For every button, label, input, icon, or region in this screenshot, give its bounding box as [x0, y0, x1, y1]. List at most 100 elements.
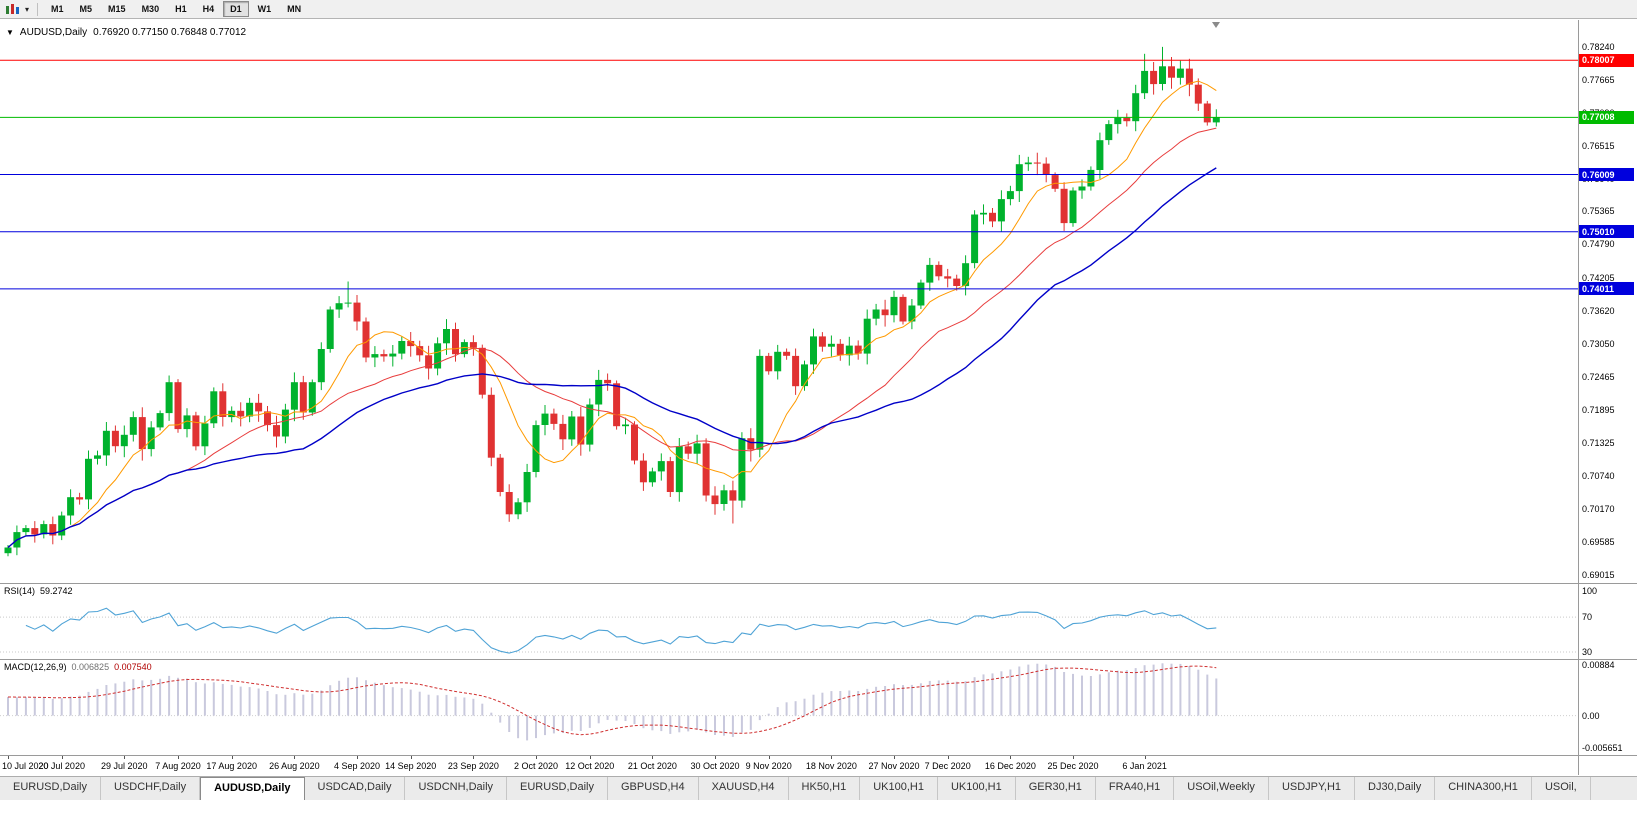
date-tick-label: 21 Oct 2020 [627, 761, 677, 771]
rsi-axis-label: 70 [1582, 612, 1593, 623]
date-tick-label: 26 Aug 2020 [269, 761, 320, 771]
price-tick-label: 0.76515 [1582, 140, 1615, 151]
date-tick [652, 756, 654, 759]
chart-tab-hk50-h1[interactable]: HK50,H1 [789, 777, 861, 800]
chart-shift-marker[interactable] [1212, 22, 1220, 28]
rsi-canvas[interactable] [0, 584, 1578, 658]
chart-tab-usdcnh-daily[interactable]: USDCNH,Daily [405, 777, 508, 800]
date-tick [61, 756, 63, 759]
date-tick-label: 17 Aug 2020 [206, 761, 257, 771]
date-tick-label: 30 Oct 2020 [690, 761, 740, 771]
main-rsi-separator[interactable] [0, 583, 1637, 584]
date-tick [357, 756, 358, 759]
date-tick [231, 756, 233, 759]
chart-tab-usdjpy-h1[interactable]: USDJPY,H1 [1269, 777, 1356, 800]
timeframe-button-m5[interactable]: M5 [79, 4, 93, 14]
symbol-label: AUDUSD,Daily [19, 27, 88, 38]
date-tick-label: 23 Sep 2020 [447, 761, 499, 771]
ohlc-values: 0.76920 0.77150 0.76848 0.77012 [93, 27, 247, 38]
date-tick [294, 756, 296, 759]
timeframe-button-w1[interactable]: W1 [257, 4, 272, 14]
date-tick-label: 18 Nov 2020 [805, 761, 857, 771]
rsi-axis[interactable]: 100 70 30 [1579, 584, 1637, 658]
date-tick-label: 27 Nov 2020 [868, 761, 920, 771]
date-tick [1144, 756, 1146, 759]
chart-tab-usoil-[interactable]: USOil, [1532, 777, 1591, 800]
rsi-axis-label: 30 [1582, 647, 1593, 657]
price-tick-label: 0.73620 [1582, 306, 1615, 317]
date-tick [831, 756, 833, 759]
price-tick-label: 0.74790 [1582, 239, 1615, 250]
symbol-caret-icon[interactable]: ▼ [6, 28, 14, 37]
timeframe-row: M1 M5 M15 M30 H1 H4 D1 W1 MN [43, 1, 309, 17]
timeframe-button-h4[interactable]: H4 [202, 4, 215, 14]
macd-axis[interactable]: 0.00884 0.00 -0.005651 [1579, 660, 1637, 754]
date-tick [178, 756, 179, 759]
date-tick [768, 756, 770, 759]
chart-tab-eurusd-daily[interactable]: EURUSD,Daily [0, 777, 101, 800]
timeframe-button-d1[interactable]: D1 [223, 1, 249, 17]
chart-tab-usdchf-daily[interactable]: USDCHF,Daily [101, 777, 201, 800]
chart-tab-audusd-daily[interactable]: AUDUSD,Daily [200, 777, 305, 800]
timeframe-button-m30[interactable]: M30 [141, 4, 160, 14]
timeframe-button-h1[interactable]: H1 [175, 4, 187, 14]
chart-tab-china300-h1[interactable]: CHINA300,H1 [1435, 777, 1532, 800]
rsi-macd-separator[interactable] [0, 659, 1637, 660]
price-tick-label: 0.71895 [1582, 404, 1615, 415]
price-tick-label: 0.69015 [1582, 569, 1615, 580]
chart-tab-eurusd-daily[interactable]: EURUSD,Daily [507, 777, 608, 800]
chart-tab-xauusd-h4[interactable]: XAUUSD,H4 [699, 777, 789, 800]
date-tick-label: 14 Sep 2020 [385, 761, 437, 771]
date-tick-label: 25 Dec 2020 [1047, 761, 1099, 771]
date-tick [124, 756, 126, 759]
date-axis[interactable]: 10 Jul 2020 20 Jul 2020 29 Jul 2020 7 Aug 2… [0, 756, 1578, 775]
date-tick [894, 756, 895, 759]
date-tick [410, 756, 412, 759]
macd-axis-label: 0.00 [1582, 710, 1600, 721]
macd-axis-label: -0.005651 [1582, 743, 1623, 753]
chart-tab-bar: EURUSD,Daily USDCHF,Daily AUDUSD,Daily USDC… [0, 776, 1637, 800]
price-tick-label: 0.69585 [1582, 537, 1615, 548]
price-axis[interactable]: 0.782400.776650.770900.765150.759400.753… [1579, 20, 1637, 583]
chart-tab-ger30-h1[interactable]: GER30,H1 [1016, 777, 1096, 800]
chart-title: ▼ AUDUSD,Daily 0.76920 0.77150 0.76848 0… [6, 27, 246, 38]
price-line-badge: 0.76009 [1579, 168, 1634, 181]
price-line-badge: 0.77008 [1579, 110, 1634, 124]
macd-canvas[interactable] [0, 660, 1578, 754]
chart-tab-uk100-h1[interactable]: UK100,H1 [938, 777, 1016, 800]
date-tick [536, 756, 537, 759]
toolbar: ▾ M1 M5 M15 M30 H1 H4 D1 W1 MN [0, 0, 1637, 19]
date-tick-label: 20 Jul 2020 [38, 761, 85, 771]
chart-tab-usdcad-daily[interactable]: USDCAD,Daily [305, 777, 406, 800]
price-tick-label: 0.75365 [1582, 206, 1615, 217]
macd-label: MACD(12,26,9) [4, 662, 67, 672]
macd-axis-label: 0.00884 [1582, 659, 1615, 670]
date-tick-label: 2 Oct 2020 [513, 761, 559, 771]
chart-tab-uk100-h1[interactable]: UK100,H1 [860, 777, 938, 800]
price-tick-label: 0.70170 [1582, 503, 1615, 514]
chart-dropdown-caret-icon[interactable]: ▾ [25, 4, 30, 14]
price-tick-label: 0.70740 [1582, 471, 1615, 481]
rsi-label: RSI(14) [4, 586, 36, 596]
price-tick-label: 0.71325 [1582, 437, 1615, 448]
date-tick-label: 7 Dec 2020 [924, 761, 971, 771]
chart-tab-usoil-weekly[interactable]: USOil,Weekly [1174, 777, 1269, 800]
chart-bars-icon[interactable] [5, 3, 21, 15]
timeframe-button-mn[interactable]: MN [287, 4, 302, 14]
price-tick-label: 0.73050 [1582, 338, 1615, 349]
date-tick [947, 756, 949, 759]
timeframe-button-m1[interactable]: M1 [51, 4, 64, 14]
price-tick-label: 0.74205 [1582, 272, 1615, 283]
main-chart-canvas[interactable] [0, 20, 1578, 583]
timeframe-button-m15[interactable]: M15 [108, 4, 126, 14]
chart-tab-dj30-daily[interactable]: DJ30,Daily [1355, 777, 1436, 800]
date-tick [1010, 756, 1012, 759]
date-tick-label: 9 Nov 2020 [745, 761, 792, 771]
price-tick-label: 0.77665 [1582, 74, 1615, 85]
date-tick [715, 756, 716, 759]
rsi-axis-label: 100 [1582, 586, 1598, 596]
chart-tab-gbpusd-h4[interactable]: GBPUSD,H4 [608, 777, 699, 800]
toolbar-separator [37, 2, 39, 16]
chart-tab-fra40-h1[interactable]: FRA40,H1 [1096, 777, 1175, 800]
